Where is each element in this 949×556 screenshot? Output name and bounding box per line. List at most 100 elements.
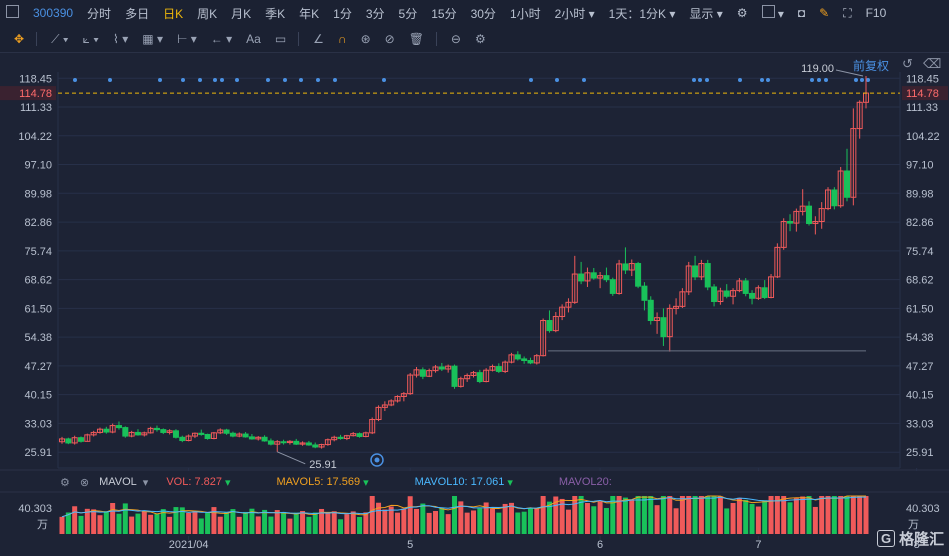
checkbox-icon[interactable]: ▾ xyxy=(761,5,784,21)
volume-bar xyxy=(559,498,565,534)
x-tick-label: 7 xyxy=(755,539,761,551)
candle-body xyxy=(77,437,84,442)
gear-icon[interactable]: ⚙ xyxy=(474,32,486,46)
candle-body xyxy=(248,436,255,440)
candle-body xyxy=(495,366,502,372)
mavol-name[interactable]: MAVOL xyxy=(99,476,137,488)
lock-icon[interactable]: ⊛ xyxy=(360,32,371,46)
mavol-indicator-bar: ⚙ ⊗ MAVOL ▾ VOL: 7.827 ▾ MAVOL5: 17.569 … xyxy=(60,474,612,490)
volume-bar xyxy=(844,496,850,534)
close-icon[interactable]: ⊗ xyxy=(79,476,90,489)
ruler-icon[interactable]: ∠ xyxy=(313,32,324,46)
volume-bar xyxy=(217,516,223,534)
period-14[interactable]: 1天：1分K ▾ xyxy=(608,6,676,21)
y-tick-left: 118.45 xyxy=(19,73,52,85)
fullscreen-icon[interactable]: ⛶ xyxy=(843,5,852,20)
event-dot xyxy=(555,78,559,82)
y-tick-left: 75.74 xyxy=(24,246,52,258)
volume-bar xyxy=(591,506,597,534)
y-tick-right: 104.22 xyxy=(906,131,940,143)
period-3[interactable]: 周K xyxy=(197,6,218,21)
period-4[interactable]: 月K xyxy=(231,6,252,21)
period-6[interactable]: 年K xyxy=(299,6,320,21)
candle-body xyxy=(255,436,262,440)
wave-tool-icon[interactable]: ⌇ ▾ xyxy=(113,32,129,46)
pen-icon[interactable]: ✎ xyxy=(819,6,830,20)
period-10[interactable]: 15分 xyxy=(431,6,457,21)
volume-bar xyxy=(800,496,806,534)
candle-body xyxy=(742,280,749,294)
candle-body xyxy=(394,395,401,402)
period-9[interactable]: 5分 xyxy=(398,6,418,21)
y-tick-left: 25.91 xyxy=(24,447,52,459)
volume-bar xyxy=(154,513,160,534)
candle-body xyxy=(185,435,192,442)
candle-body xyxy=(603,275,610,281)
pattern-tool-icon[interactable]: ▦ ▾ xyxy=(142,32,163,46)
line-tool-icon[interactable]: ⟋ ▾ xyxy=(51,31,69,46)
candle-body xyxy=(280,441,287,444)
settings-icon[interactable]: ⚙ xyxy=(736,6,748,20)
link-icon[interactable]: ⊖ xyxy=(450,32,461,46)
event-dot xyxy=(266,78,270,82)
volume-bar xyxy=(610,496,616,534)
volume-bar xyxy=(249,508,255,534)
volume-bar xyxy=(445,514,451,534)
period-7[interactable]: 1分 xyxy=(333,6,352,21)
vol-unit-left: 万 xyxy=(37,519,48,531)
volume-bar xyxy=(344,514,350,534)
undo-icon[interactable]: ↺ xyxy=(902,56,913,71)
volume-bar xyxy=(198,518,204,534)
period-2[interactable]: 日K xyxy=(163,6,184,21)
delete-icon[interactable]: 🗑 xyxy=(408,32,424,46)
camera-icon[interactable]: ◘ xyxy=(797,6,806,20)
y-tick-right: 25.91 xyxy=(906,447,934,459)
chevron-down-icon[interactable]: ▾ xyxy=(142,476,149,489)
candle-body xyxy=(356,433,363,437)
candle-body xyxy=(153,427,160,431)
candle-body xyxy=(305,442,312,446)
candle-body xyxy=(787,221,794,224)
period-11[interactable]: 30分 xyxy=(470,6,496,21)
comment-icon[interactable]: ▭ xyxy=(274,32,287,46)
ma10-caret-icon: ▾ xyxy=(507,476,513,489)
volume-bar xyxy=(641,496,647,534)
eraser-icon[interactable]: ⌫ xyxy=(923,56,942,71)
f10-button[interactable]: F10 xyxy=(865,6,887,20)
stock-code[interactable]: 300390 xyxy=(33,6,74,20)
fuquan-button[interactable]: 前复权 xyxy=(853,59,890,73)
arrow-tool-icon[interactable]: ← ▾ xyxy=(210,32,233,46)
volume-bar xyxy=(458,501,464,534)
volume-bar xyxy=(452,496,458,534)
hide-icon[interactable]: ⊘ xyxy=(384,32,395,46)
sidebar-toggle-icon[interactable] xyxy=(6,5,19,21)
move-icon[interactable]: ✥ xyxy=(14,32,25,46)
volume-bar xyxy=(312,512,318,534)
channel-tool-icon[interactable]: ⟀ ▾ xyxy=(82,31,100,46)
event-dot xyxy=(817,78,821,82)
text-tool[interactable]: Aa xyxy=(246,32,261,46)
candle-body xyxy=(381,404,388,408)
candle-body xyxy=(837,170,844,207)
event-dot xyxy=(738,78,742,82)
candle-body xyxy=(65,438,72,444)
measure-tool-icon[interactable]: ⊢ ▾ xyxy=(176,32,197,46)
candle-body xyxy=(863,92,869,103)
period-12[interactable]: 1小时 xyxy=(509,6,541,21)
period-0[interactable]: 分时 xyxy=(87,6,112,21)
settings-icon[interactable]: ⚙ xyxy=(60,476,70,489)
period-15[interactable]: 显示 ▾ xyxy=(689,6,723,21)
volume-bar xyxy=(654,505,660,534)
candle-body xyxy=(704,263,711,288)
period-8[interactable]: 3分 xyxy=(365,6,385,21)
period-13[interactable]: 2小时 ▾ xyxy=(554,6,595,21)
volume-bar xyxy=(470,510,476,534)
y-tick-left: 82.86 xyxy=(24,217,52,229)
magnet-icon[interactable]: ∩ xyxy=(337,32,347,46)
volume-bar xyxy=(414,508,420,534)
drawing-toolbar: ✥ ⟋ ▾ ⟀ ▾ ⌇ ▾ ▦ ▾ ⊢ ▾ ← ▾ Aa ▭ ∠ ∩ ⊛ ⊘ 🗑… xyxy=(0,26,949,53)
candle-body xyxy=(236,433,243,437)
period-1[interactable]: 多日 xyxy=(125,6,150,21)
period-5[interactable]: 季K xyxy=(265,6,286,21)
